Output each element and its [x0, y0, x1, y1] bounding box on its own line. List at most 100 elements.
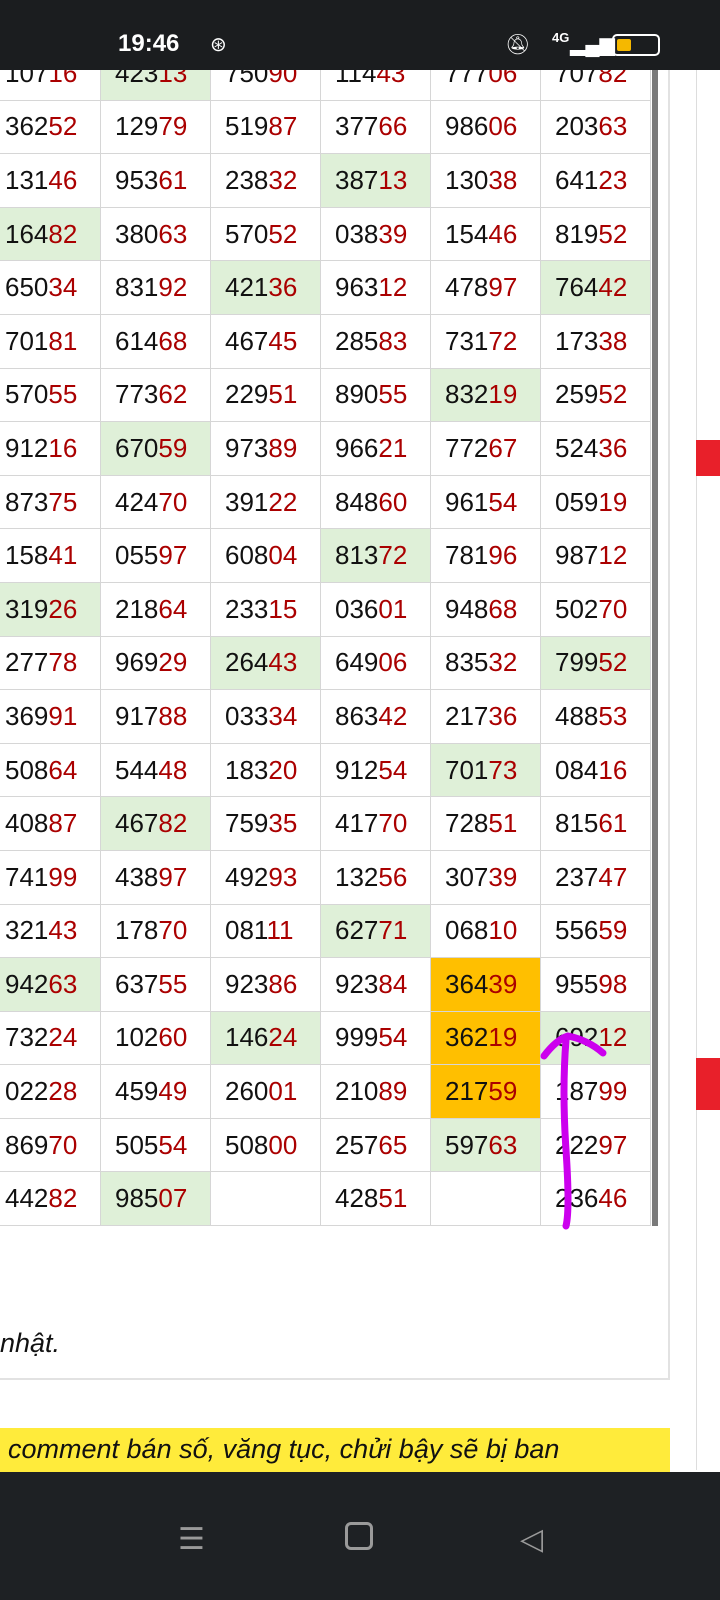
number-head: 961 — [445, 486, 489, 517]
table-cell: 94263 — [0, 957, 101, 1012]
number-tail: 97 — [158, 861, 188, 892]
table-cell: 50800 — [210, 1117, 321, 1173]
number-head: 428 — [335, 1183, 379, 1214]
number-head: 459 — [115, 1076, 159, 1107]
menu-icon[interactable]: ☰ — [178, 1523, 205, 1556]
number-tail: 46 — [598, 1183, 628, 1214]
number-tail: 82 — [48, 1183, 78, 1214]
battery-icon — [612, 34, 660, 56]
table-cell: 63755 — [100, 957, 211, 1012]
number-tail: 66 — [378, 111, 408, 142]
table-cell: 21864 — [100, 581, 211, 637]
number-head: 627 — [335, 915, 379, 946]
table-cell: 99954 — [320, 1010, 431, 1066]
number-head: 478 — [445, 272, 489, 303]
number-tail: 19 — [488, 379, 518, 410]
number-head: 502 — [555, 593, 599, 624]
table-row: 31926 21864 23315 03601 94868 50270 — [0, 581, 651, 637]
table-cell: 27778 — [0, 635, 101, 691]
table-cell: 22297 — [540, 1117, 651, 1173]
table-cell: 50864 — [0, 742, 101, 798]
table-cell: 52436 — [540, 421, 651, 476]
number-head: 084 — [555, 754, 599, 785]
number-head: 059 — [555, 486, 599, 517]
4g-icon: 4G — [552, 30, 570, 45]
table-cell: 17870 — [100, 903, 211, 959]
table-row: 27778 96929 26443 64906 83532 79952 — [0, 635, 651, 691]
number-tail: 55 — [158, 968, 188, 999]
sidebar-red-block — [696, 1058, 720, 1110]
table-cell: 16482 — [0, 206, 101, 262]
number-head: 222 — [555, 1129, 599, 1160]
number-tail: 22 — [268, 486, 298, 517]
number-tail: 36 — [268, 272, 298, 303]
table-row: 32143 17870 08111 62771 06810 55659 — [0, 903, 651, 959]
note-text: nhật. — [0, 1328, 61, 1358]
number-head: 236 — [555, 1183, 599, 1214]
number-head: 492 — [225, 861, 269, 892]
number-head: 764 — [555, 272, 599, 303]
table-cell: 51987 — [210, 99, 321, 155]
number-tail: 16 — [598, 754, 628, 785]
number-tail: 24 — [48, 1022, 78, 1053]
table-cell: 14624 — [210, 1010, 321, 1066]
number-head: 364 — [445, 968, 489, 999]
number-head: 233 — [225, 593, 269, 624]
number-tail: 34 — [48, 272, 78, 303]
home-icon[interactable] — [345, 1522, 373, 1550]
table-cell: 60804 — [210, 528, 321, 583]
number-tail: 12 — [598, 1022, 628, 1053]
number-tail: 96 — [488, 540, 518, 571]
table-row: 73224 10260 14624 99954 36219 69212 — [0, 1010, 651, 1066]
number-head: 608 — [225, 540, 269, 571]
number-head: 942 — [5, 968, 49, 999]
table-cell: 84860 — [320, 474, 431, 530]
number-tail: 45 — [268, 325, 298, 356]
table-cell: 13256 — [320, 849, 431, 905]
number-tail: 54 — [488, 486, 518, 517]
table-cell: 83219 — [430, 367, 541, 423]
number-head: 508 — [5, 754, 49, 785]
number-head: 102 — [115, 1022, 159, 1053]
number-tail: 63 — [48, 968, 78, 999]
number-tail: 42 — [598, 272, 628, 303]
number-tail: 38 — [488, 164, 518, 195]
number-head: 832 — [445, 379, 489, 410]
number-tail: 13 — [378, 164, 408, 195]
number-tail: 32 — [268, 164, 298, 195]
status-bar: 19:46 ⊛ 🔕︎ 4G ▂▄▆ — [0, 0, 720, 70]
table-cell: 78196 — [430, 528, 541, 583]
number-head: 467 — [225, 325, 269, 356]
number-head: 637 — [115, 968, 159, 999]
back-icon[interactable]: ◁ — [520, 1523, 544, 1556]
number-head: 257 — [335, 1129, 379, 1160]
table-cell: 97389 — [210, 421, 321, 476]
table-cell — [430, 1171, 541, 1227]
number-tail: 86 — [268, 968, 298, 999]
number-tail: 70 — [598, 593, 628, 624]
table-cell: 02228 — [0, 1064, 101, 1119]
table-cell: 86970 — [0, 1117, 101, 1173]
table-row: 94263 63755 92386 92384 36439 95598 — [0, 957, 651, 1012]
number-tail: 63 — [598, 111, 628, 142]
table-cell: 91216 — [0, 421, 101, 476]
number-tail: 99 — [48, 861, 78, 892]
number-head: 081 — [225, 915, 267, 946]
number-head: 815 — [555, 808, 599, 839]
number-tail: 38 — [598, 325, 628, 356]
number-head: 260 — [225, 1076, 269, 1107]
number-head: 203 — [555, 111, 599, 142]
table-cell: 38063 — [100, 206, 211, 262]
number-head: 321 — [5, 915, 49, 946]
number-head: 369 — [5, 700, 49, 731]
number-head: 237 — [555, 861, 599, 892]
number-tail: 64 — [158, 593, 188, 624]
number-tail: 65 — [378, 1129, 408, 1160]
table-cell: 45949 — [100, 1064, 211, 1119]
signal-icon: ▂▄▆ — [570, 34, 615, 56]
number-head: 307 — [445, 861, 489, 892]
number-tail: 01 — [378, 593, 408, 624]
table-row: 15841 05597 60804 81372 78196 98712 — [0, 528, 651, 583]
number-tail: 28 — [48, 1076, 78, 1107]
table-cell: 08111 — [210, 903, 321, 959]
